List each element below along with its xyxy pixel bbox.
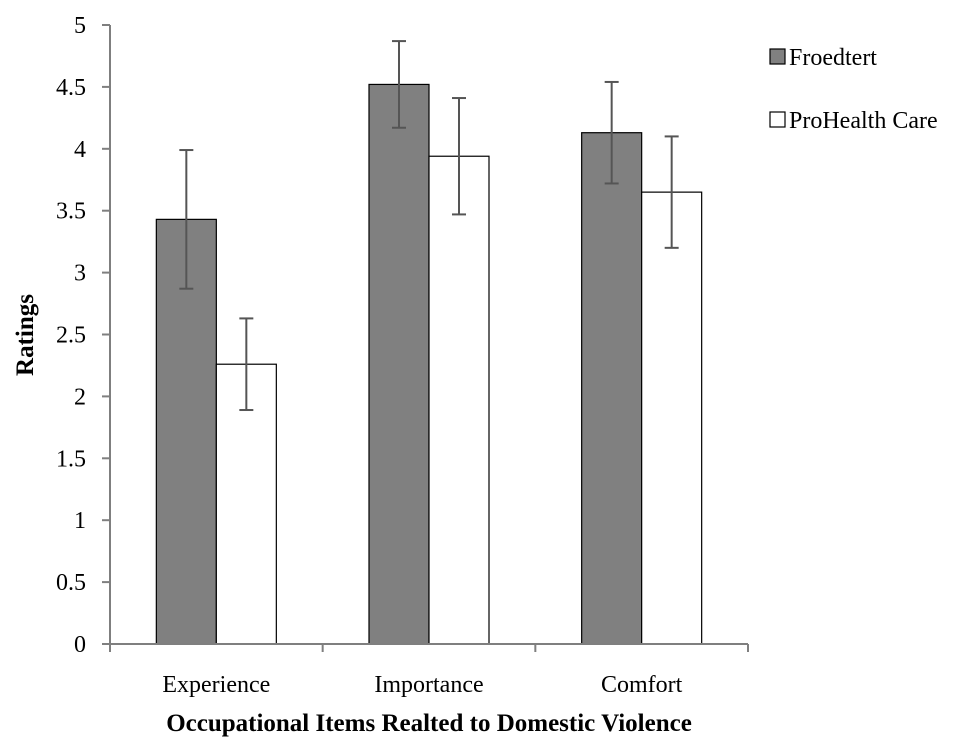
legend-swatch-prohealth-care xyxy=(769,111,786,128)
bar-prohealth-care-comfort xyxy=(641,191,703,645)
bars-layer xyxy=(155,83,703,645)
bar-froedtert-importance xyxy=(368,83,430,645)
y-tick-label: 1 xyxy=(74,508,86,534)
x-ticks-layer: Experience Importance Comfort xyxy=(109,644,749,698)
bar-froedtert-comfort xyxy=(581,132,643,645)
bar-prohealth-care-importance xyxy=(428,155,490,645)
y-tick-label: 3.5 xyxy=(56,199,86,225)
legend-label-prohealth-care: ProHealth Care xyxy=(789,108,938,134)
bar-froedtert-experience xyxy=(155,218,217,645)
y-tick-label: 0.5 xyxy=(56,570,86,596)
error-bar-froedtert-experience xyxy=(179,149,194,290)
y-tick-label: 4 xyxy=(74,137,86,163)
error-bars-layer xyxy=(179,40,679,412)
y-tick-label: 2.5 xyxy=(56,323,86,349)
legend-item-prohealth-care: ProHealth Care xyxy=(769,108,938,134)
x-tick-label-comfort: Comfort xyxy=(601,672,683,698)
y-tick-label: 0 xyxy=(74,632,86,658)
x-tick-label-importance: Importance xyxy=(374,672,483,698)
legend-label-froedtert: Froedtert xyxy=(789,45,877,71)
error-bar-froedtert-comfort xyxy=(604,80,619,185)
y-tick-label: 4.5 xyxy=(56,75,86,101)
error-bar-prohealth-care-comfort xyxy=(664,135,679,249)
y-tick-label: 3 xyxy=(74,261,86,287)
y-axis-title: Ratings xyxy=(12,294,39,376)
legend-item-froedtert: Froedtert xyxy=(769,45,877,71)
error-bar-prohealth-care-importance xyxy=(452,97,466,216)
y-tick-label: 1.5 xyxy=(56,446,86,472)
y-tick-label: 5 xyxy=(74,13,86,39)
legend-swatch-froedtert xyxy=(769,48,786,65)
x-axis-title: Occupational Items Realted to Domestic V… xyxy=(166,710,692,737)
legend: Froedtert ProHealth Care xyxy=(769,45,938,134)
error-bar-froedtert-importance xyxy=(392,40,406,129)
y-ticks-layer: 0 0.5 1 1.5 2 2.5 3 3.5 4 4.5 5 xyxy=(56,13,110,658)
error-bar-prohealth-care-experience xyxy=(239,317,254,412)
y-tick-label: 2 xyxy=(74,384,86,410)
x-tick-label-experience: Experience xyxy=(162,672,270,698)
